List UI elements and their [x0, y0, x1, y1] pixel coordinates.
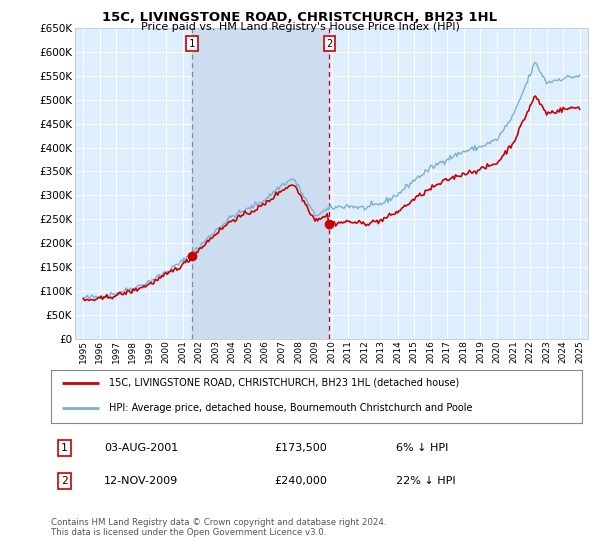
Text: 6% ↓ HPI: 6% ↓ HPI — [396, 443, 449, 453]
Text: 22% ↓ HPI: 22% ↓ HPI — [396, 476, 456, 486]
Text: Price paid vs. HM Land Registry's House Price Index (HPI): Price paid vs. HM Land Registry's House … — [140, 22, 460, 32]
Text: HPI: Average price, detached house, Bournemouth Christchurch and Poole: HPI: Average price, detached house, Bour… — [109, 403, 473, 413]
Text: 2: 2 — [61, 476, 68, 486]
Text: 15C, LIVINGSTONE ROAD, CHRISTCHURCH, BH23 1HL: 15C, LIVINGSTONE ROAD, CHRISTCHURCH, BH2… — [103, 11, 497, 24]
Bar — [192, 28, 329, 339]
Text: Contains HM Land Registry data © Crown copyright and database right 2024.
This d: Contains HM Land Registry data © Crown c… — [51, 518, 386, 538]
Text: 1: 1 — [189, 39, 195, 49]
Text: 1: 1 — [61, 443, 68, 453]
Text: £240,000: £240,000 — [274, 476, 327, 486]
Text: 12-NOV-2009: 12-NOV-2009 — [104, 476, 178, 486]
Text: 03-AUG-2001: 03-AUG-2001 — [104, 443, 178, 453]
Text: 15C, LIVINGSTONE ROAD, CHRISTCHURCH, BH23 1HL (detached house): 15C, LIVINGSTONE ROAD, CHRISTCHURCH, BH2… — [109, 378, 460, 388]
Text: £173,500: £173,500 — [274, 443, 327, 453]
Text: 2: 2 — [326, 39, 332, 49]
